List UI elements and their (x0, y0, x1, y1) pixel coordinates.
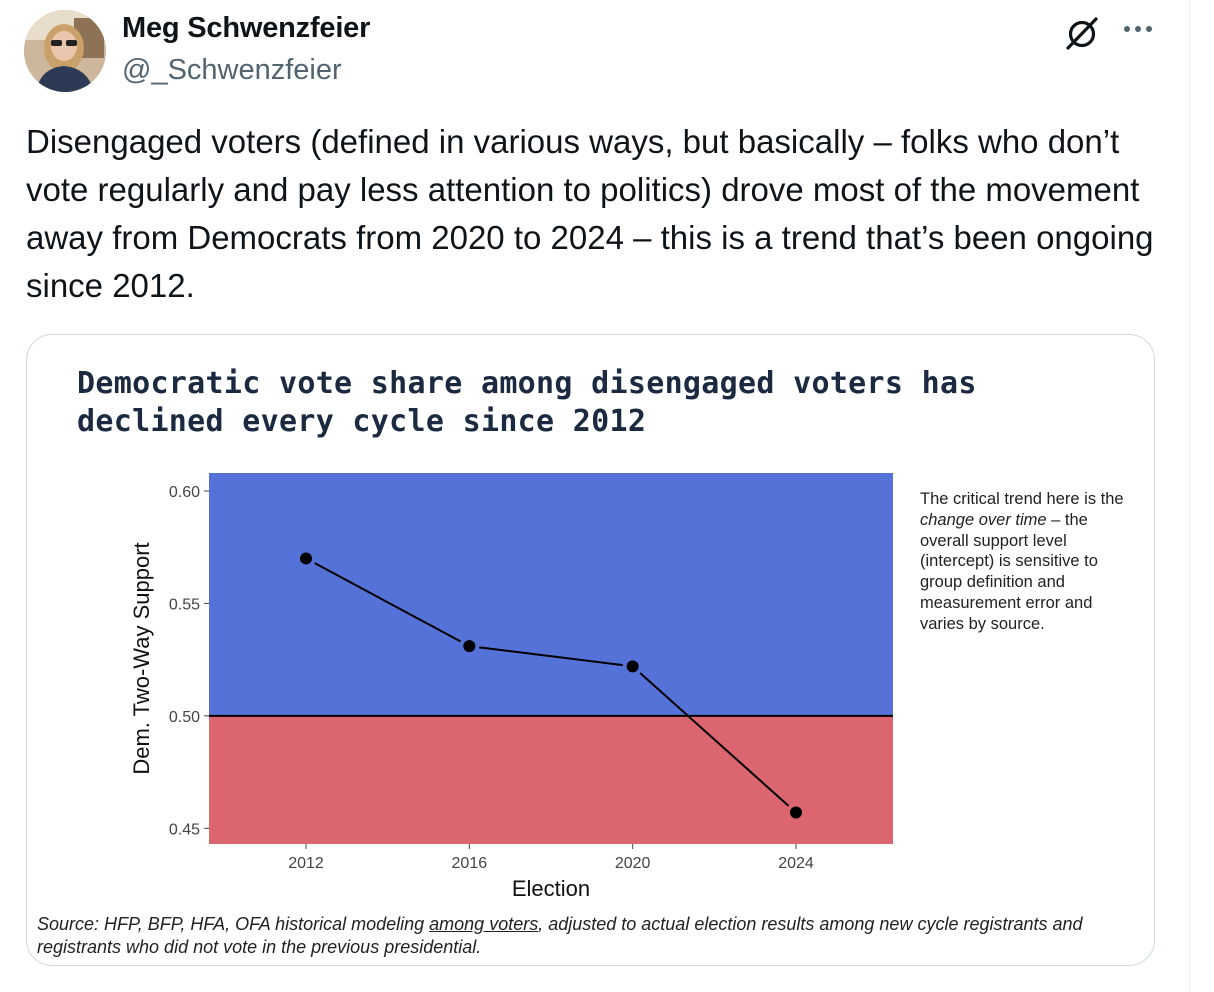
chart-title: Democratic vote share among disengaged v… (77, 365, 1077, 441)
plot-region-below (209, 715, 893, 844)
chart-note-emphasis: change over time (920, 510, 1047, 529)
grok-icon[interactable] (1064, 15, 1100, 51)
data-point (790, 806, 802, 819)
author-handle[interactable]: @_Schwenzfeier (122, 54, 342, 86)
avatar[interactable] (24, 10, 106, 92)
avatar-photo (24, 10, 106, 92)
data-point (626, 660, 639, 673)
chart-source: Source: HFP, BFP, HFA, OFA historical mo… (37, 913, 1137, 959)
chart-note-part-2: – the overall support level (intercept) … (920, 510, 1098, 633)
line-chart: 0.45 0.50 0.55 0.60 2012 2016 2020 2024 Election… (129, 473, 893, 901)
y-tick-label: 0.60 (169, 484, 200, 501)
x-tick-label: 2016 (452, 855, 488, 872)
source-link[interactable]: among voters (429, 914, 539, 934)
chart-title-line-2: declined every cycle since 2012 (77, 404, 647, 439)
x-tick-label: 2012 (288, 855, 324, 872)
data-point (300, 552, 312, 565)
tweet-text: Disengaged voters (defined in various wa… (26, 123, 1154, 304)
chart-image-card[interactable]: Democratic vote share among disengaged v… (26, 334, 1155, 966)
y-tick-label: 0.45 (169, 821, 200, 838)
data-point (463, 640, 476, 653)
plot-region-above (209, 473, 893, 716)
x-tick-label: 2024 (778, 855, 814, 872)
source-part-2: , adjusted to actual election results am… (37, 914, 1083, 957)
y-axis-label: Dem. Two-Way Support (129, 542, 154, 774)
series-segment (639, 672, 790, 807)
y-tick-label: 0.50 (169, 709, 200, 726)
source-part-1: Source: HFP, BFP, HFA, OFA historical mo… (37, 914, 430, 934)
x-axis-label: Election (512, 876, 590, 901)
more-dots-icon[interactable] (1118, 14, 1158, 44)
y-tick-label: 0.55 (169, 596, 200, 613)
author-display-name[interactable]: Meg Schwenzfeier (122, 12, 371, 44)
column-divider (1189, 0, 1190, 992)
series-segment (479, 646, 623, 667)
chart-note-part-1: The critical trend here is the (920, 490, 1124, 508)
series-segment (314, 562, 461, 643)
chart-note: The critical trend here is the change ov… (920, 489, 1130, 635)
x-tick-label: 2020 (615, 855, 651, 872)
chart-title-line-1: Democratic vote share among disengaged v… (77, 366, 977, 401)
